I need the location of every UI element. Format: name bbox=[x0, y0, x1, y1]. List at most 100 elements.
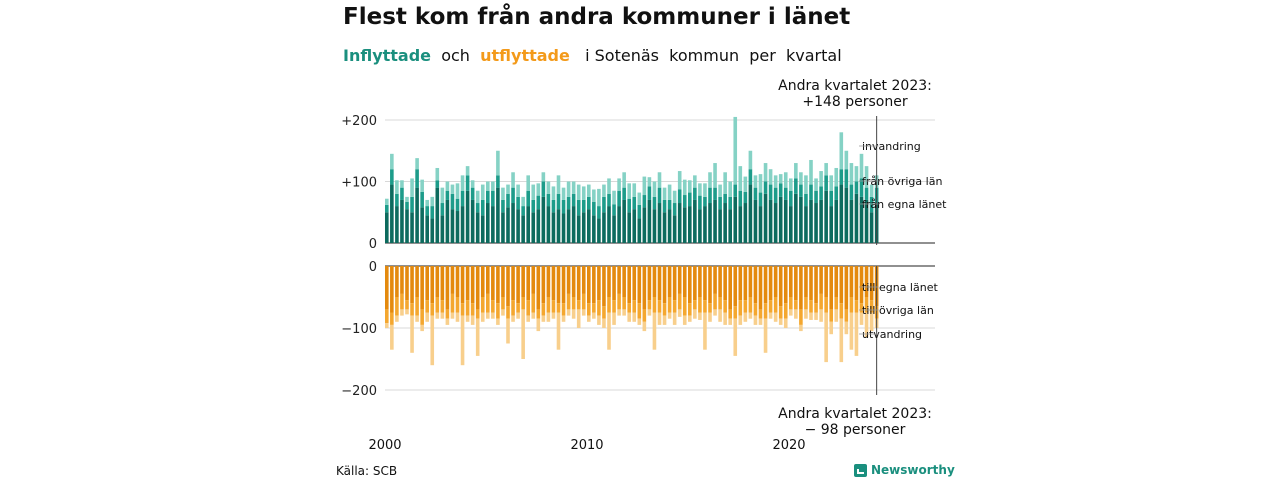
bar-in-immigration bbox=[400, 180, 404, 188]
bar-in-other-counties bbox=[425, 206, 429, 216]
bar-out-own-county bbox=[506, 266, 510, 307]
bar-in-own-county bbox=[657, 203, 662, 243]
bar-in-other-counties bbox=[753, 187, 758, 200]
bar-in-other-counties bbox=[602, 196, 606, 213]
bar-out-own-county bbox=[632, 266, 637, 301]
bar-out-other-counties bbox=[824, 297, 828, 313]
bar-in-other-counties bbox=[698, 195, 702, 210]
bar-in-immigration bbox=[516, 184, 520, 197]
bar-out-emigration bbox=[617, 309, 621, 316]
bar-out-own-county bbox=[698, 266, 702, 297]
bar-in-own-county bbox=[395, 206, 399, 243]
bar-in-own-county bbox=[688, 206, 692, 243]
bar-out-own-county bbox=[445, 266, 450, 310]
bar-out-own-county bbox=[677, 266, 682, 294]
bar-out-emigration bbox=[768, 312, 773, 319]
bar-out-own-county bbox=[743, 266, 748, 301]
bar-out-other-counties bbox=[592, 303, 596, 313]
bar-out-other-counties bbox=[491, 300, 495, 313]
bar-out-emigration bbox=[854, 312, 859, 356]
bar-in-other-counties bbox=[773, 187, 778, 204]
bar-out-emigration bbox=[400, 309, 404, 316]
bar-in-other-counties bbox=[637, 204, 642, 219]
bar-out-emigration bbox=[864, 312, 869, 338]
bar-out-own-county bbox=[783, 266, 788, 304]
bar-in-other-counties bbox=[768, 184, 773, 200]
bar-in-other-counties bbox=[627, 198, 631, 213]
bar-out-other-counties bbox=[642, 309, 647, 322]
bar-in-own-county bbox=[617, 206, 621, 243]
bar-in-own-county bbox=[723, 203, 727, 243]
bar-out-emigration bbox=[708, 312, 712, 322]
bar-out-other-counties bbox=[501, 297, 505, 310]
bar-out-emigration bbox=[637, 318, 642, 325]
bar-in-own-county bbox=[561, 213, 566, 243]
bar-in-other-counties bbox=[738, 190, 743, 207]
bar-out-own-county bbox=[688, 266, 692, 304]
bar-out-emigration bbox=[824, 312, 828, 363]
bar-in-immigration bbox=[869, 184, 874, 197]
annotation-bottom-line2: − 98 personer bbox=[805, 422, 906, 438]
bar-out-other-counties bbox=[667, 297, 672, 313]
bar-in-immigration bbox=[556, 175, 561, 194]
bar-out-own-county bbox=[713, 266, 717, 294]
bar-in-own-county bbox=[758, 206, 763, 243]
bar-out-other-counties bbox=[682, 297, 687, 316]
bar-in-other-counties bbox=[486, 190, 490, 204]
bar-out-other-counties bbox=[789, 297, 793, 310]
bar-out-other-counties bbox=[733, 306, 738, 319]
bar-in-own-county bbox=[789, 206, 793, 243]
bar-in-immigration bbox=[864, 166, 869, 188]
bar-in-other-counties bbox=[688, 192, 692, 207]
bar-in-immigration bbox=[622, 172, 626, 188]
bar-in-immigration bbox=[415, 158, 419, 170]
bar-out-other-counties bbox=[465, 300, 470, 316]
newsworthy-logo-text: Newsworthy bbox=[871, 463, 955, 477]
bar-out-own-county bbox=[642, 266, 647, 310]
bar-in-own-county bbox=[783, 199, 788, 243]
bar-in-immigration bbox=[536, 183, 541, 196]
bar-in-own-county bbox=[526, 206, 530, 243]
bar-in-own-county bbox=[642, 207, 647, 243]
bar-out-emigration bbox=[753, 315, 758, 325]
bar-out-other-counties bbox=[475, 309, 480, 319]
bar-out-own-county bbox=[662, 266, 667, 304]
bar-out-own-county bbox=[536, 266, 541, 310]
bar-in-own-county bbox=[420, 207, 424, 243]
bar-out-emigration bbox=[491, 312, 495, 319]
bar-out-emigration bbox=[445, 318, 450, 325]
bar-out-emigration bbox=[834, 309, 839, 322]
bar-out-emigration bbox=[496, 318, 500, 325]
bar-in-own-county bbox=[662, 212, 667, 243]
bar-out-own-county bbox=[839, 266, 844, 304]
bar-out-own-county bbox=[778, 266, 783, 307]
bar-in-immigration bbox=[794, 163, 798, 179]
bar-in-other-counties bbox=[662, 199, 667, 213]
bar-out-own-county bbox=[410, 266, 414, 304]
bar-out-emigration bbox=[632, 312, 637, 322]
bar-out-own-county bbox=[455, 266, 460, 297]
bar-out-other-counties bbox=[758, 309, 763, 319]
bar-in-immigration bbox=[496, 150, 500, 176]
bar-in-immigration bbox=[783, 172, 788, 188]
bar-in-own-county bbox=[385, 212, 389, 243]
bar-out-other-counties bbox=[536, 309, 541, 319]
bar-in-immigration bbox=[455, 183, 460, 199]
bar-out-other-counties bbox=[713, 293, 717, 310]
bar-out-other-counties bbox=[496, 303, 500, 319]
bar-out-emigration bbox=[425, 312, 429, 322]
bar-in-immigration bbox=[672, 190, 677, 204]
bar-in-own-county bbox=[612, 215, 616, 243]
bar-in-immigration bbox=[662, 187, 667, 200]
bar-out-other-counties bbox=[435, 297, 440, 313]
bar-out-own-county bbox=[809, 266, 813, 301]
bar-out-own-county bbox=[597, 266, 601, 301]
bar-in-own-county bbox=[496, 187, 500, 243]
bar-out-other-counties bbox=[778, 306, 783, 319]
bar-out-emigration bbox=[839, 318, 844, 363]
bar-in-immigration bbox=[814, 178, 818, 191]
bar-in-own-county bbox=[708, 203, 712, 243]
bar-in-other-counties bbox=[667, 199, 672, 210]
bar-in-own-county bbox=[465, 190, 470, 243]
bar-in-own-county bbox=[849, 199, 854, 243]
